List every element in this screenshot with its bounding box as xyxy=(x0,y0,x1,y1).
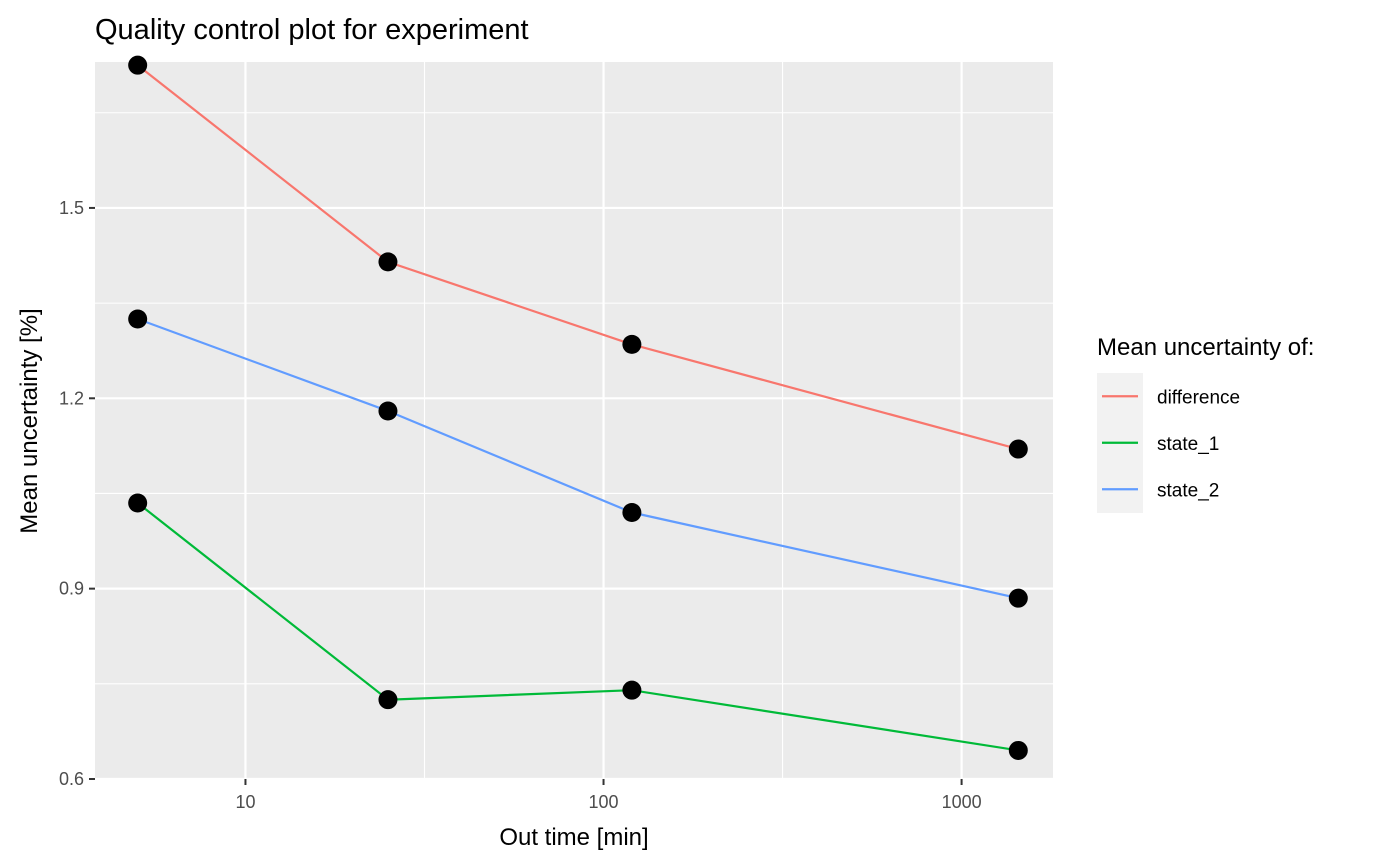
axes: 10 100 1000 0.6 0.9 1.2 1.5 xyxy=(59,198,982,812)
series-line-state_1 xyxy=(137,502,1019,752)
data-points xyxy=(128,55,1028,760)
x-tick-label: 10 xyxy=(235,792,255,812)
chart-title: Quality control plot for experiment xyxy=(95,14,529,46)
data-point-state_2 xyxy=(622,503,642,523)
legend-label: state_1 xyxy=(1157,434,1219,455)
legend-title: Mean uncertainty of: xyxy=(1097,334,1314,361)
y-tick-label: 1.5 xyxy=(59,198,84,218)
legend-item-state_2: state_2 xyxy=(1102,480,1219,501)
plot-panel xyxy=(95,62,1053,779)
legend-label: state_2 xyxy=(1157,480,1219,501)
data-point-state_2 xyxy=(1008,588,1028,608)
legend-item-difference: difference xyxy=(1102,387,1240,408)
legend-item-state_1: state_1 xyxy=(1102,434,1219,455)
data-point-difference xyxy=(378,252,398,272)
data-point-state_1 xyxy=(378,690,398,710)
y-tick-label: 0.6 xyxy=(59,769,84,789)
legend-label: difference xyxy=(1157,387,1240,408)
data-point-difference xyxy=(1008,439,1028,459)
y-axis-title: Mean uncertainty [%] xyxy=(16,308,43,533)
x-tick-label: 100 xyxy=(589,792,619,812)
data-point-state_1 xyxy=(622,680,642,700)
x-tick-label: 1000 xyxy=(942,792,982,812)
x-axis-title: Out time [min] xyxy=(499,824,648,851)
grid xyxy=(95,62,1053,781)
series-line-difference xyxy=(137,64,1019,451)
y-tick-label: 1.2 xyxy=(59,388,84,408)
data-point-difference xyxy=(128,55,148,75)
series-line-state_2 xyxy=(137,317,1019,600)
data-point-state_2 xyxy=(128,309,148,329)
data-point-difference xyxy=(622,334,642,354)
y-tick-label: 0.9 xyxy=(59,579,84,599)
data-point-state_1 xyxy=(128,493,148,513)
legend: Mean uncertainty of: difference state_1st… xyxy=(1097,334,1314,513)
data-point-state_2 xyxy=(378,401,398,421)
data-point-state_1 xyxy=(1008,740,1028,760)
series-lines xyxy=(137,64,1019,752)
